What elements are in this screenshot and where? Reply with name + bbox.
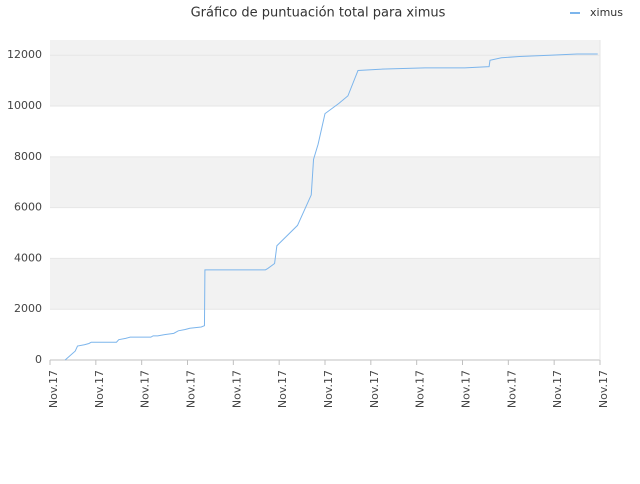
x-tick-label: Nov.17 [414, 370, 427, 408]
x-tick-label: Nov.17 [139, 370, 152, 408]
x-tick-label: Nov.17 [47, 370, 60, 408]
x-tick-label: Nov.17 [322, 370, 335, 408]
x-tick-label: Nov.17 [93, 370, 106, 408]
grid-band [50, 40, 600, 56]
grid-band [50, 55, 600, 107]
x-tick-label: Nov.17 [368, 370, 381, 408]
y-tick-label: 12000 [7, 48, 42, 61]
grid-band [50, 258, 600, 310]
y-tick-label: 8000 [14, 150, 42, 163]
grid-band [50, 156, 600, 208]
x-tick-label: Nov.17 [185, 370, 198, 408]
x-tick-label: Nov.17 [597, 370, 610, 408]
legend-label: ximus [590, 6, 623, 19]
y-tick-label: 10000 [7, 99, 42, 112]
chart-title: Gráfico de puntuación total para ximus [191, 6, 446, 21]
y-tick-label: 4000 [14, 251, 42, 264]
x-tick-label: Nov.17 [276, 370, 289, 408]
y-tick-label: 2000 [14, 302, 42, 315]
y-tick-label: 6000 [14, 201, 42, 214]
x-tick-label: Nov.17 [505, 370, 518, 408]
y-tick-label: 0 [35, 353, 42, 366]
x-tick-label: Nov.17 [551, 370, 564, 408]
x-tick-label: Nov.17 [460, 370, 473, 408]
data-line [64, 53, 598, 361]
x-tick-label: Nov.17 [230, 370, 243, 408]
